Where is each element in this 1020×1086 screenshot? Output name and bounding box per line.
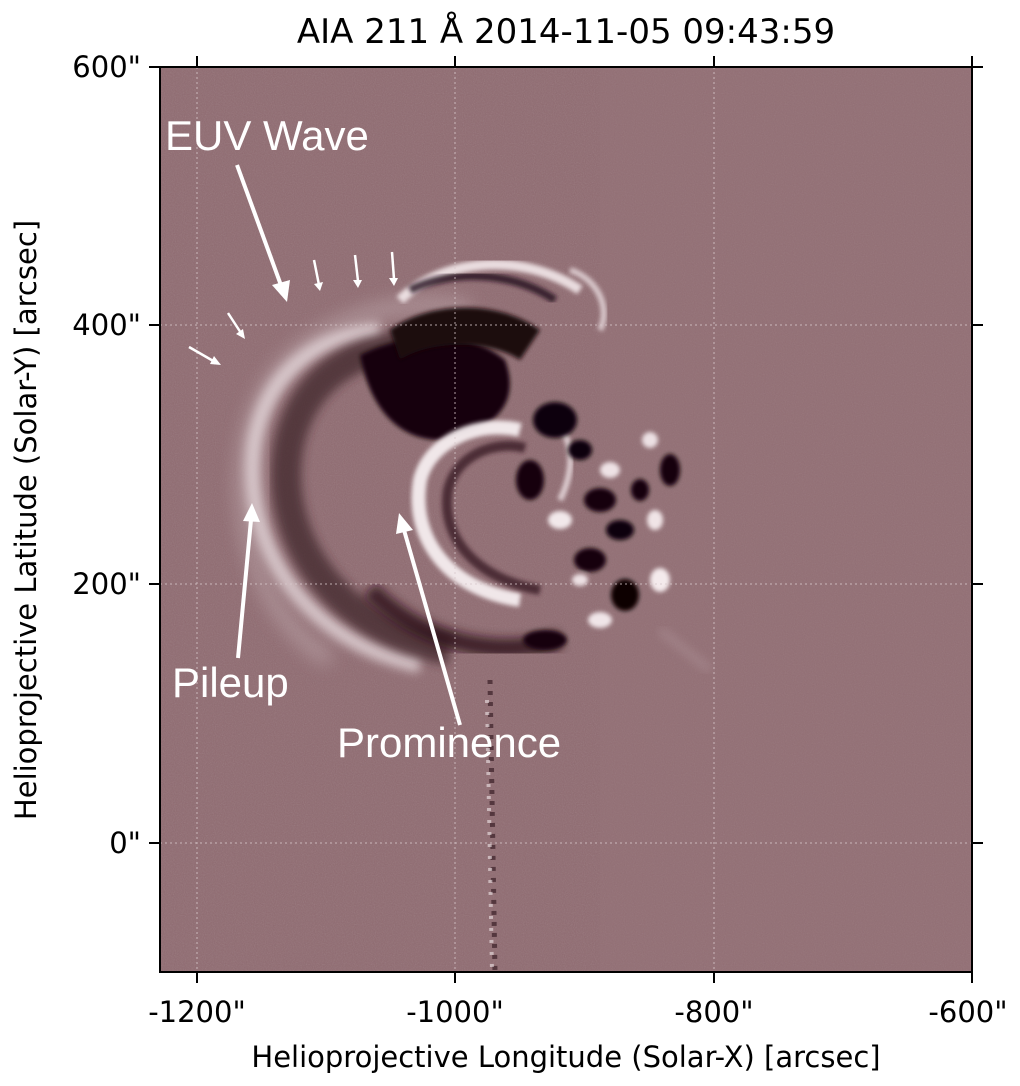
y-tick-label: 200"	[72, 567, 141, 601]
tick-marks	[149, 56, 983, 983]
solar-image	[160, 67, 972, 972]
figure-title: AIA 211 Å 2014-11-05 09:43:59	[297, 11, 835, 52]
y-tick-label: 0"	[109, 826, 141, 860]
active-region	[516, 402, 680, 650]
x-tick-label: -1000"	[406, 995, 504, 1029]
x-tick-label: -1200"	[148, 995, 246, 1029]
pileup-label: Pileup	[172, 659, 289, 706]
y-tick-label: 600"	[72, 50, 141, 84]
prominence-label: Prominence	[337, 719, 561, 766]
euv-wave-label: EUV Wave	[165, 112, 369, 159]
plot-frame	[159, 66, 973, 973]
annotations	[188, 164, 462, 726]
x-tick-label: -600"	[928, 995, 1007, 1029]
x-tick-label: -800"	[674, 995, 753, 1029]
grid	[160, 67, 972, 972]
y-tick-label: 400"	[72, 308, 141, 342]
x-axis-label: Helioprojective Longitude (Solar-X) [arc…	[251, 1040, 880, 1074]
y-axis-label: Helioprojective Latitude (Solar-Y) [arcs…	[9, 220, 43, 820]
